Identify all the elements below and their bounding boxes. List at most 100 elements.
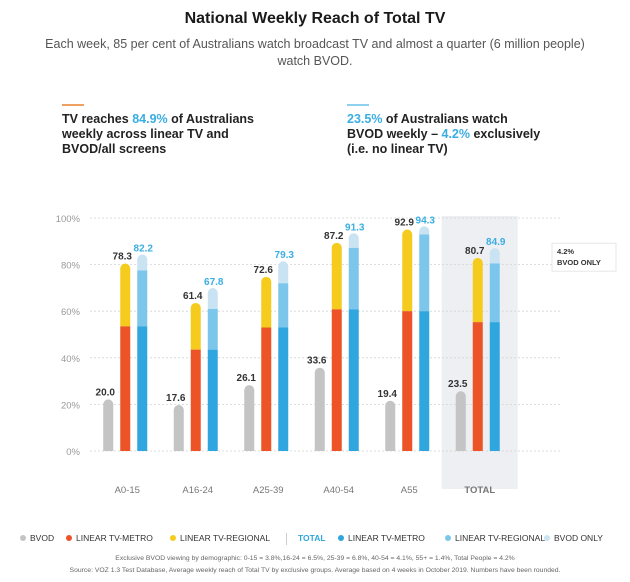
y-tick-label: 60% — [61, 307, 81, 318]
bar-bvod — [455, 396, 466, 451]
data-label-bvod: 33.6 — [307, 356, 327, 367]
data-label-total: 94.3 — [416, 215, 436, 226]
bar-bvod — [103, 404, 114, 451]
legend-swatch — [544, 535, 550, 541]
bar-linear-metro — [472, 322, 483, 451]
legend-swatch — [445, 535, 451, 541]
legend-item: LINEAR TV-REGIONAL — [445, 533, 545, 543]
legend-swatch — [66, 535, 72, 541]
stat-linear-reach-value: 84.9% — [132, 112, 168, 126]
annotation-value: 4.2% — [557, 247, 574, 256]
legend-swatch — [338, 535, 344, 541]
bar-linear-metro — [190, 349, 201, 451]
bar-bvod — [385, 405, 396, 451]
legend-label: LINEAR TV-METRO — [76, 533, 153, 543]
bar-total-regional — [207, 308, 218, 350]
data-label-linear: 61.4 — [183, 291, 203, 302]
bar-linear-regional — [190, 307, 201, 350]
stat-linear-reach: TV reaches 84.9% of Australians weekly a… — [62, 112, 254, 156]
data-label-linear: 92.9 — [395, 218, 415, 229]
bar-linear-regional — [331, 247, 342, 310]
stat-bvod-exclusive-value: 4.2% — [441, 127, 471, 141]
legend-item: LINEAR TV-METRO — [66, 533, 153, 543]
data-label-total: 84.9 — [486, 237, 506, 248]
legend-item: BVOD — [20, 533, 54, 543]
legend-swatch — [170, 535, 176, 541]
data-label-bvod: 17.6 — [166, 393, 186, 404]
data-label-bvod: 26.1 — [237, 373, 257, 384]
x-tick-label: A16-24 — [182, 485, 213, 496]
chart-title: National Weekly Reach of Total TV — [184, 10, 446, 27]
bar-total-regional — [348, 247, 359, 310]
legend-swatch — [20, 535, 26, 541]
bar-total-regional — [419, 234, 430, 312]
y-tick-label: 100% — [56, 214, 81, 225]
bar-total-bvod-only — [419, 231, 430, 235]
stat-bvod-reach: 23.5% of Australians watch BVOD weekly –… — [347, 112, 541, 156]
y-tick-label: 0% — [66, 447, 80, 458]
data-label-total: 91.3 — [345, 222, 365, 233]
reach-bar-chart: 0% 20% 40% 60% 80% 100% 20.0 78.382.2 A0-15 17.6 6… — [56, 214, 617, 496]
legend-item: LINEAR TV-METRO — [338, 533, 425, 543]
accent-line-right — [347, 104, 369, 106]
data-label-total: 82.2 — [134, 243, 154, 254]
data-label-linear: 72.6 — [254, 265, 274, 276]
data-label-bvod: 23.5 — [448, 379, 468, 390]
bar-linear-metro — [331, 309, 342, 451]
legend-label: LINEAR TV-REGIONAL — [455, 533, 546, 543]
chart-subtitle: Each week, 85 per cent of Australians wa… — [45, 37, 585, 68]
bar-total-metro — [278, 327, 289, 451]
bar-total-metro — [137, 326, 148, 451]
bar-linear-regional — [402, 234, 413, 312]
bar-total-bvod-only — [137, 259, 148, 271]
legend-label: LINEAR TV-REGIONAL — [180, 533, 271, 543]
annotation-label: BVOD ONLY — [557, 258, 601, 267]
bar-bvod — [173, 409, 184, 451]
y-tick-label: 20% — [61, 400, 81, 411]
bar-linear-regional — [261, 281, 272, 328]
footnote-source: Source: VOZ 1.3 Test Database, Average w… — [69, 567, 561, 574]
legend-label: BVOD ONLY — [554, 533, 603, 543]
bar-total-bvod-only — [489, 253, 500, 264]
annotation-box — [551, 242, 617, 272]
x-tick-label: A55 — [401, 485, 418, 496]
legend-label: LINEAR TV-METRO — [348, 533, 425, 543]
bar-linear-metro — [402, 311, 413, 451]
bar-total-metro — [419, 311, 430, 451]
legend-label: TOTAL — [298, 533, 326, 543]
bar-total-bvod-only — [348, 238, 359, 248]
bar-bvod — [244, 390, 255, 451]
bar-linear-regional — [120, 268, 131, 327]
data-label-linear: 78.3 — [113, 252, 133, 263]
data-label-linear: 80.7 — [465, 246, 485, 257]
legend-separator — [286, 533, 287, 545]
bar-total-regional — [137, 270, 148, 327]
x-tick-label: TOTAL — [464, 485, 495, 496]
data-label-bvod: 20.0 — [96, 387, 116, 398]
data-label-linear: 87.2 — [324, 231, 344, 242]
legend-item: TOTAL — [298, 533, 326, 543]
bar-linear-metro — [120, 326, 131, 451]
chart-legend: BVOD LINEAR TV-METRO LINEAR TV-REGIONAL TOT… — [0, 533, 630, 549]
data-label-total: 67.8 — [204, 277, 224, 288]
stat-bvod-reach-value: 23.5% — [347, 112, 383, 126]
x-tick-label: A0-15 — [115, 485, 140, 496]
legend-label: BVOD — [30, 533, 55, 543]
bar-total-bvod-only — [278, 266, 289, 284]
bar-total-regional — [489, 263, 500, 323]
bar-total-metro — [348, 309, 359, 451]
accent-line-left — [62, 104, 84, 106]
data-label-bvod: 19.4 — [378, 389, 398, 400]
bar-total-bvod-only — [207, 293, 218, 309]
x-tick-label: A40-54 — [323, 485, 354, 496]
bar-linear-regional — [472, 262, 483, 323]
bar-total-metro — [489, 322, 500, 451]
legend-item: LINEAR TV-REGIONAL — [170, 533, 270, 543]
bar-linear-metro — [261, 327, 272, 451]
y-tick-label: 40% — [61, 354, 81, 365]
data-label-total: 79.3 — [275, 250, 295, 261]
bar-total-metro — [207, 349, 218, 451]
y-tick-label: 80% — [61, 261, 81, 272]
x-tick-label: A25-39 — [253, 485, 284, 496]
legend-item: BVOD ONLY — [544, 533, 603, 543]
